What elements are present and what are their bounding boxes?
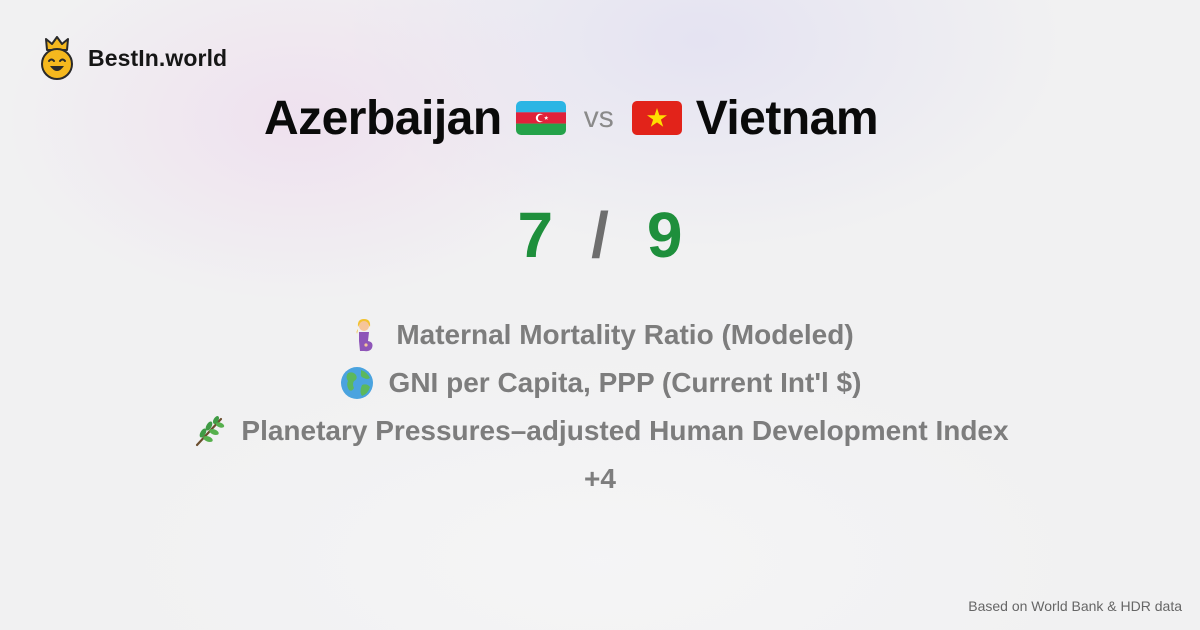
azerbaijan-flag-icon — [515, 101, 566, 135]
score-b: 9 — [646, 199, 683, 271]
brand[interactable]: BestIn.world — [38, 36, 227, 80]
score-a: 7 — [517, 199, 554, 271]
metric-item: Maternal Mortality Ratio (Modeled) — [0, 311, 1200, 359]
brand-name: BestIn.world — [88, 44, 228, 71]
country-a-name: Azerbaijan — [263, 91, 502, 145]
herb-icon — [196, 416, 225, 447]
crowned-smiley-icon — [41, 36, 73, 80]
metric-item: Planetary Pressures–adjusted Human Devel… — [0, 407, 1200, 455]
score-separator: / — [591, 199, 609, 271]
metric-label: Planetary Pressures–adjusted Human Devel… — [241, 415, 1009, 446]
score: 7 / 9 — [0, 195, 1200, 275]
vietnam-flag-icon — [631, 101, 682, 135]
metric-label: Maternal Mortality Ratio (Modeled) — [396, 319, 854, 350]
metric-label: GNI per Capita, PPP (Current Int'l $) — [388, 367, 862, 398]
more-metrics-count: +4 — [584, 463, 616, 494]
globe-icon — [340, 367, 373, 399]
country-b-name: Vietnam — [695, 91, 879, 145]
metric-item: GNI per Capita, PPP (Current Int'l $) — [0, 359, 1200, 407]
pregnant-woman-icon — [356, 319, 373, 352]
comparison-title: Azerbaijan vs Vietnam — [0, 88, 1142, 148]
data-source-note: Based on World Bank & HDR data — [968, 598, 1182, 614]
metrics-list: Maternal Mortality Ratio (Modeled) GNI p… — [0, 311, 1200, 503]
vs-label: vs — [583, 101, 614, 134]
